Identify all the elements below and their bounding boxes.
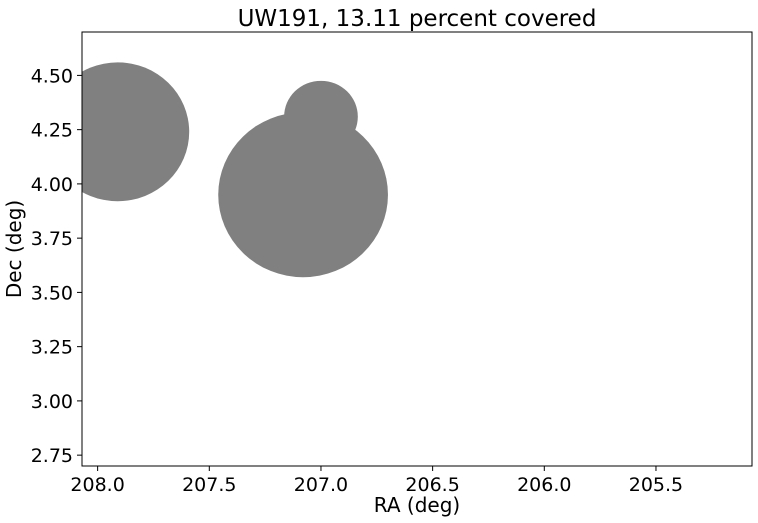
y-tick-label: 3.25 bbox=[31, 337, 73, 359]
y-tick-label: 4.25 bbox=[31, 120, 73, 142]
coverage-circle-2 bbox=[218, 112, 388, 278]
x-axis-label: RA (deg) bbox=[374, 493, 460, 517]
x-tick-label: 207.5 bbox=[182, 474, 236, 496]
coverage-circles bbox=[82, 62, 388, 278]
plot-frame bbox=[81, 31, 753, 467]
coverage-circle-3 bbox=[284, 80, 358, 153]
y-axis-ticks: 2.75 3.00 3.25 3.50 3.75 4.00 4.25 4.50 bbox=[31, 65, 82, 467]
x-tick-label: 205.5 bbox=[629, 474, 683, 496]
chart-title: UW191, 13.11 percent covered bbox=[238, 6, 597, 32]
x-tick-label: 206.0 bbox=[517, 474, 571, 496]
y-axis-label: Dec (deg) bbox=[2, 200, 26, 298]
x-tick-label: 206.5 bbox=[405, 474, 459, 496]
y-tick-label: 4.00 bbox=[31, 174, 73, 196]
y-tick-label: 3.75 bbox=[31, 228, 73, 250]
coverage-circle-1 bbox=[82, 62, 190, 202]
x-axis-ticks: 208.0 207.5 207.0 206.5 206.0 205.5 bbox=[70, 466, 683, 496]
x-tick-label: 208.0 bbox=[70, 474, 124, 496]
y-tick-label: 3.50 bbox=[31, 282, 73, 304]
y-tick-label: 3.00 bbox=[31, 391, 73, 413]
x-tick-label: 207.0 bbox=[294, 474, 348, 496]
y-tick-label: 2.75 bbox=[31, 445, 73, 467]
y-tick-label: 4.50 bbox=[31, 65, 73, 87]
